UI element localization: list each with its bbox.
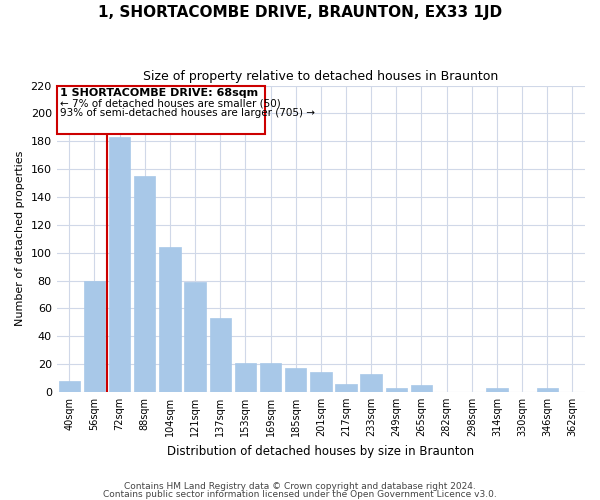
Text: Contains public sector information licensed under the Open Government Licence v3: Contains public sector information licen… — [103, 490, 497, 499]
Bar — [285, 368, 307, 392]
Bar — [486, 388, 508, 392]
Bar — [536, 388, 558, 392]
Bar — [184, 282, 206, 392]
Bar — [361, 374, 382, 392]
Bar — [59, 381, 80, 392]
Bar — [235, 362, 256, 392]
Y-axis label: Number of detached properties: Number of detached properties — [15, 151, 25, 326]
Bar — [109, 137, 130, 392]
Text: 1 SHORTACOMBE DRIVE: 68sqm: 1 SHORTACOMBE DRIVE: 68sqm — [61, 88, 259, 99]
Bar — [159, 247, 181, 392]
Bar — [134, 176, 155, 392]
Bar — [209, 318, 231, 392]
Bar — [56, 86, 265, 134]
Title: Size of property relative to detached houses in Braunton: Size of property relative to detached ho… — [143, 70, 499, 83]
Text: 93% of semi-detached houses are larger (705) →: 93% of semi-detached houses are larger (… — [61, 108, 316, 118]
Text: Contains HM Land Registry data © Crown copyright and database right 2024.: Contains HM Land Registry data © Crown c… — [124, 482, 476, 491]
Text: ← 7% of detached houses are smaller (50): ← 7% of detached houses are smaller (50) — [61, 98, 281, 108]
X-axis label: Distribution of detached houses by size in Braunton: Distribution of detached houses by size … — [167, 444, 475, 458]
Bar — [260, 362, 281, 392]
Bar — [411, 385, 432, 392]
Text: 1, SHORTACOMBE DRIVE, BRAUNTON, EX33 1JD: 1, SHORTACOMBE DRIVE, BRAUNTON, EX33 1JD — [98, 5, 502, 20]
Bar — [335, 384, 356, 392]
Bar — [310, 372, 332, 392]
Bar — [386, 388, 407, 392]
Bar — [84, 280, 105, 392]
